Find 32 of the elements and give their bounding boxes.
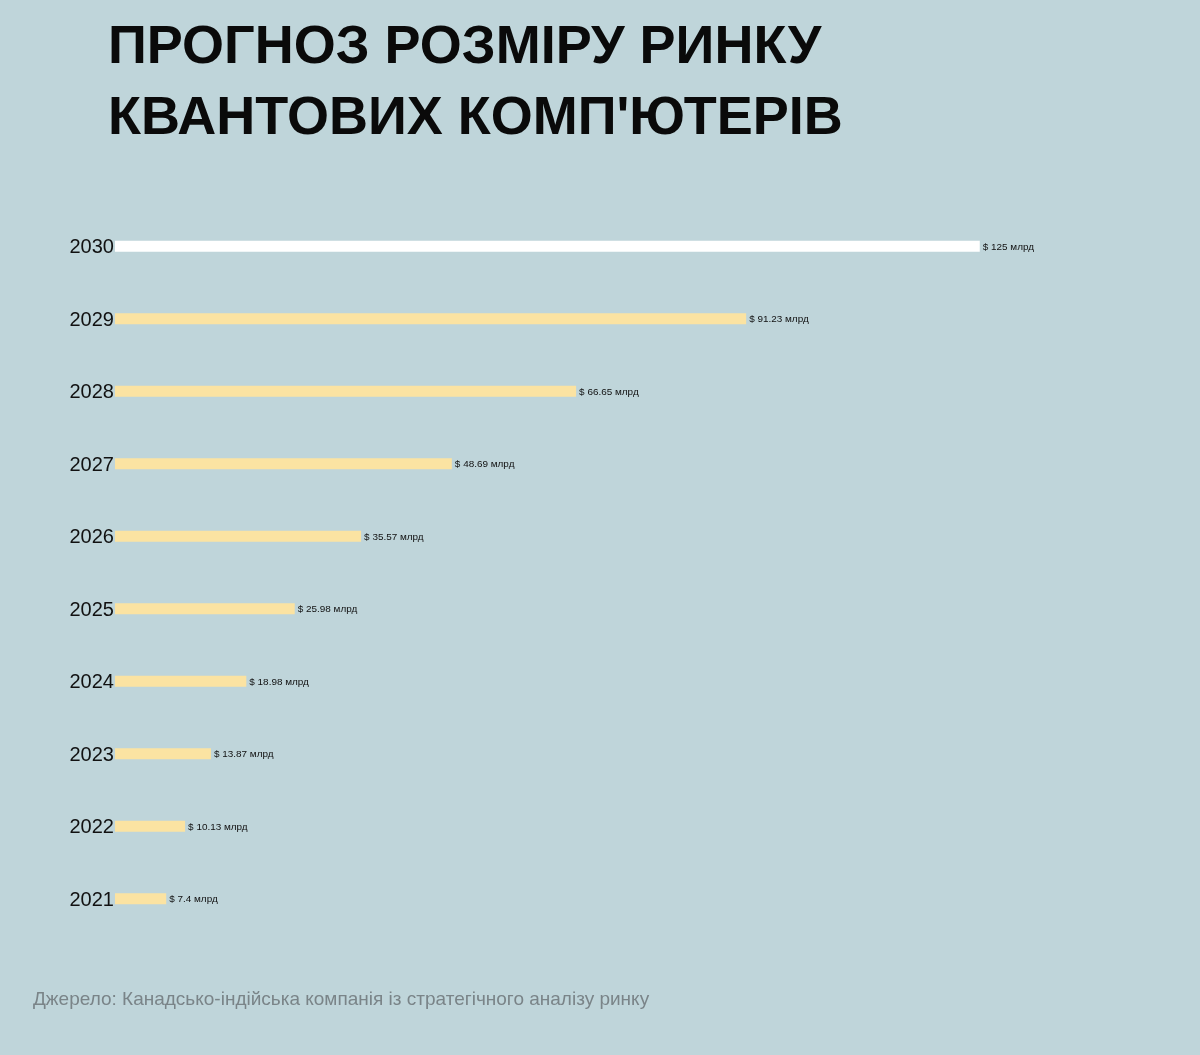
data-label: $ 18.98 млрд bbox=[249, 675, 310, 687]
data-label: $ 91.23 млрд bbox=[749, 313, 809, 325]
y-tick-label: 2022 bbox=[69, 815, 114, 838]
bar bbox=[115, 675, 247, 687]
y-tick-label: 2029 bbox=[69, 307, 114, 330]
data-label: $ 13.87 млрд bbox=[213, 748, 274, 760]
bar bbox=[115, 893, 167, 905]
text: Джерело: Канадсько-індійська компанія із стратегічного аналізу ринку bbox=[33, 988, 650, 1009]
y-tick-label: 2030 bbox=[69, 235, 114, 258]
bar bbox=[115, 458, 452, 470]
y-tick-label: 2024 bbox=[69, 670, 114, 693]
data-label: $ 10.13 млрд bbox=[188, 820, 248, 832]
y-tick-label: 2023 bbox=[69, 742, 114, 765]
chart-title: ПРОГНОЗ РОЗМІРУ РИНКУ КВАНТОВИХ КОМП'ЮТЕРІВ bbox=[108, 14, 843, 145]
bar bbox=[115, 240, 980, 252]
bar bbox=[115, 603, 295, 615]
data-label: $ 35.57 млрд bbox=[364, 530, 424, 542]
bar bbox=[115, 385, 577, 397]
data-label: $ 7.4 млрд bbox=[169, 893, 218, 905]
bar bbox=[115, 748, 211, 760]
data-label: $ 48.69 млрд bbox=[454, 458, 515, 470]
y-tick-label: 2021 bbox=[69, 887, 114, 910]
y-tick-label: 2027 bbox=[69, 452, 114, 475]
bar bbox=[115, 313, 747, 325]
data-label: $ 125 млрд bbox=[982, 240, 1035, 252]
data-label: $ 25.98 млрд bbox=[297, 603, 358, 615]
bar bbox=[115, 530, 362, 542]
y-tick-label: 2028 bbox=[69, 380, 114, 403]
y-tick-label: 2026 bbox=[69, 525, 114, 548]
data-label: $ 66.65 млрд bbox=[579, 385, 639, 397]
bar bbox=[115, 820, 186, 832]
y-tick-label: 2025 bbox=[69, 597, 114, 620]
